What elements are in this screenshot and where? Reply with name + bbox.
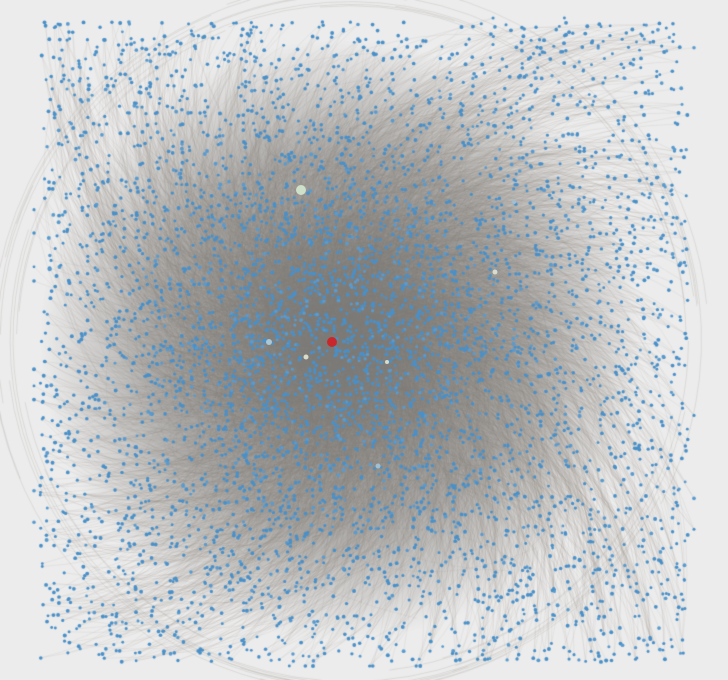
hub-node[interactable] bbox=[492, 269, 498, 275]
hub-node[interactable] bbox=[375, 463, 381, 469]
central-red-node[interactable] bbox=[327, 337, 337, 347]
hub-node[interactable] bbox=[303, 354, 309, 360]
hub-node[interactable] bbox=[296, 185, 306, 195]
hub-node[interactable] bbox=[266, 339, 272, 345]
hub-node[interactable] bbox=[512, 200, 516, 204]
hub-node[interactable] bbox=[385, 360, 389, 364]
